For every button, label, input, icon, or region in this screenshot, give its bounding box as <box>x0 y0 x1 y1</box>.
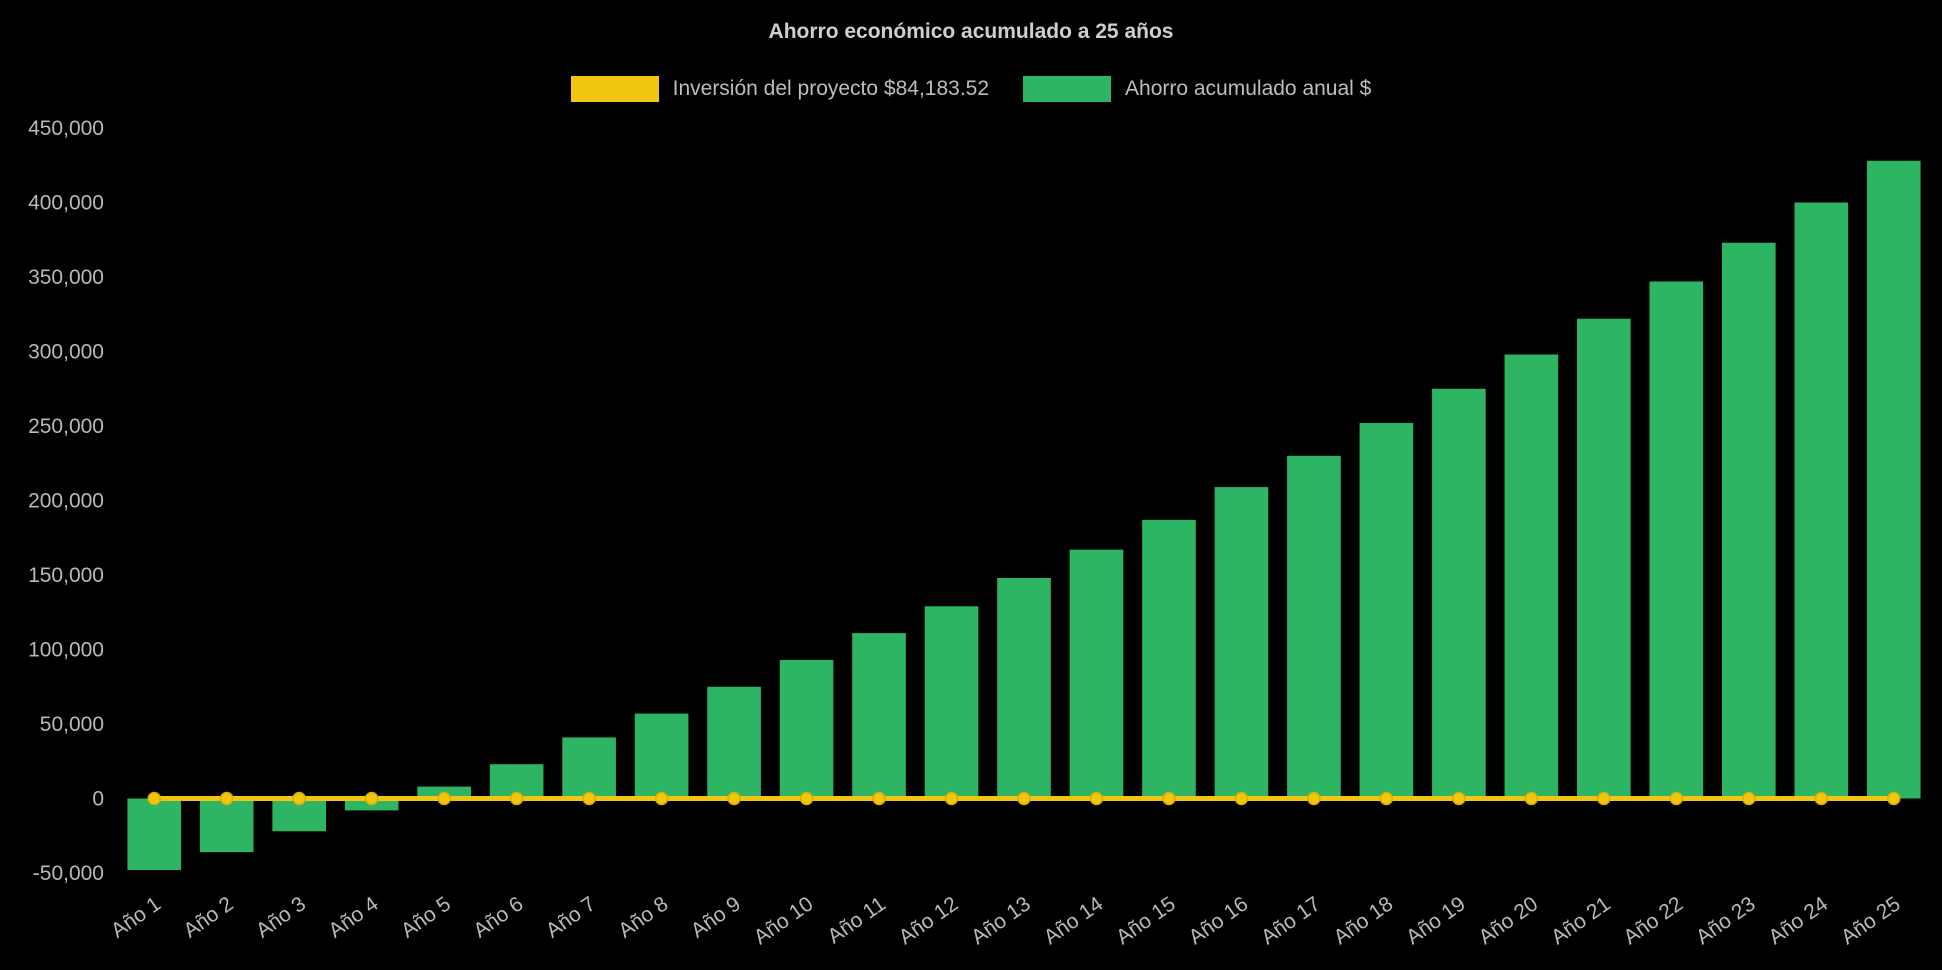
line-point <box>944 791 959 806</box>
bar-year-9 <box>707 686 761 799</box>
bar-year-21 <box>1577 318 1631 799</box>
bar-year-14 <box>1069 549 1124 799</box>
y-tick-label: 150,000 <box>28 564 104 587</box>
x-tick-label: Año 10 <box>750 892 818 949</box>
legend-swatch-inversion <box>570 76 659 102</box>
bar-year-1 <box>127 798 182 871</box>
x-tick-label: Año 20 <box>1475 892 1543 949</box>
x-tick-label: Año 23 <box>1692 892 1760 949</box>
x-tick-label: Año 8 <box>614 892 672 942</box>
y-tick-label: 50,000 <box>40 713 104 736</box>
line-point <box>1887 791 1901 806</box>
bar-year-16 <box>1214 487 1269 799</box>
x-tick-label: Año 6 <box>469 892 527 942</box>
line-point <box>872 791 886 806</box>
bar-year-13 <box>997 577 1051 799</box>
x-tick-label: Año 18 <box>1330 892 1398 949</box>
line-point <box>1162 791 1176 806</box>
bar-year-19 <box>1432 388 1486 799</box>
x-tick-label: Año 5 <box>397 892 455 942</box>
line-point <box>1814 791 1829 806</box>
legend-label-ahorro: Ahorro acumulado anual $ <box>1125 77 1372 100</box>
bar-year-22 <box>1649 281 1704 799</box>
bar-year-10 <box>779 659 834 799</box>
bar-year-20 <box>1504 354 1559 799</box>
line-point <box>1379 791 1394 806</box>
x-tick-label: Año 19 <box>1402 892 1470 949</box>
line-point <box>1524 791 1539 806</box>
line-point <box>1597 791 1611 806</box>
x-tick-label: Año 2 <box>179 892 237 942</box>
line-point <box>292 791 306 806</box>
bar-year-15 <box>1142 519 1196 799</box>
x-tick-label: Año 16 <box>1185 892 1253 949</box>
line-point <box>799 791 814 806</box>
bar-year-18 <box>1359 423 1414 799</box>
legend-label-inversion: Inversión del proyecto $84,183.52 <box>672 77 990 100</box>
line-point <box>1017 791 1031 806</box>
x-tick-label: Año 13 <box>967 892 1035 949</box>
x-tick-label: Año 14 <box>1040 892 1108 949</box>
y-tick-label: 350,000 <box>28 266 104 289</box>
bar-year-17 <box>1287 455 1341 799</box>
x-tick-label: Año 17 <box>1257 892 1325 949</box>
line-point <box>1089 791 1104 806</box>
line-point <box>654 791 669 806</box>
x-tick-label: Año 25 <box>1837 892 1905 949</box>
bar-year-8 <box>634 713 689 799</box>
y-tick-label: 300,000 <box>28 341 104 364</box>
x-tick-label: Año 7 <box>542 892 600 942</box>
line-point <box>509 791 524 806</box>
x-tick-label: Año 12 <box>895 892 963 949</box>
y-tick-label: 250,000 <box>28 415 104 438</box>
bar-year-24 <box>1794 202 1849 799</box>
y-tick-label: 400,000 <box>28 192 104 215</box>
x-tick-label: Año 21 <box>1547 892 1615 949</box>
line-point <box>1452 791 1466 806</box>
bar-year-11 <box>852 633 906 799</box>
bar-year-23 <box>1721 242 1776 799</box>
line-point <box>727 791 741 806</box>
x-tick-label: Año 22 <box>1619 892 1687 949</box>
line-point <box>1234 791 1249 806</box>
line-point <box>219 791 234 806</box>
x-tick-label: Año 4 <box>324 892 382 943</box>
y-tick-label: 100,000 <box>28 639 104 662</box>
y-tick-label: -50,000 <box>33 862 104 885</box>
line-point <box>364 791 379 806</box>
line-point <box>1669 791 1684 806</box>
y-tick-label: 450,000 <box>28 117 104 140</box>
line-point <box>147 791 161 806</box>
line-point <box>582 791 596 806</box>
x-tick-label: Año 11 <box>823 892 889 948</box>
line-point <box>1742 791 1756 806</box>
y-tick-label: 0 <box>92 788 104 811</box>
y-tick-label: 200,000 <box>28 490 104 513</box>
bar-year-25 <box>1866 160 1921 799</box>
legend-item-ahorro[interactable]: Ahorro acumulado anual $ <box>1023 76 1371 102</box>
line-point <box>437 791 451 806</box>
x-tick-label: Año 3 <box>252 892 310 942</box>
line-point <box>1307 791 1321 806</box>
chart-title: Ahorro económico acumulado a 25 años <box>768 20 1174 43</box>
x-tick-label: Año 24 <box>1764 892 1832 949</box>
bar-year-2 <box>199 798 254 853</box>
bar-year-7 <box>562 737 616 799</box>
legend-item-inversion[interactable]: Inversión del proyecto $84,183.52 <box>570 76 990 102</box>
bar-year-12 <box>924 606 979 799</box>
x-tick-label: Año 15 <box>1112 892 1180 949</box>
chart-legend: Inversión del proyecto $84,183.52 Ahorro… <box>0 76 1942 102</box>
legend-swatch-ahorro <box>1023 76 1112 102</box>
x-tick-label: Año 1 <box>107 892 165 942</box>
x-tick-label: Año 9 <box>687 892 745 942</box>
